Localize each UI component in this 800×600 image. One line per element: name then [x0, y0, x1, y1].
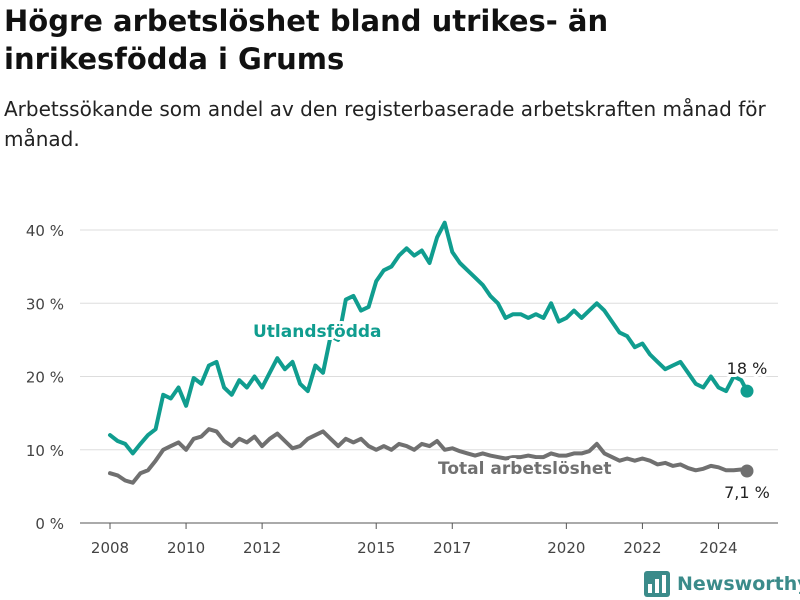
series-label-utlandsfodda-halo: Utlandsfödda [253, 322, 382, 342]
x-tick-label: 2022 [623, 539, 661, 557]
end-label-total-halo: 7,1 % [724, 483, 770, 502]
x-tick-label: 2024 [699, 539, 737, 557]
x-tick-label: 2008 [91, 539, 129, 557]
y-tick-label: 0 % [35, 515, 64, 533]
series-line-total [108, 427, 749, 485]
end-point-total [740, 464, 754, 478]
series-label-total-halo: Total arbetslöshet [438, 459, 612, 479]
series-lines [108, 220, 754, 485]
brand-name: Newsworthy [677, 573, 800, 595]
x-tick-label: 2012 [243, 539, 281, 557]
x-axis: 2008 2010 2012 2015 2017 2020 2022 2024 [80, 522, 778, 557]
x-tick-label: 2010 [167, 539, 205, 557]
series-label-utlandsfodda: Utlandsfödda [253, 322, 382, 342]
y-axis: 0 % 10 % 20 % 30 % 40 % [26, 222, 64, 533]
end-label-utlandsfodda-halo: 18 % [727, 359, 768, 378]
series-label-total: Total arbetslöshet [438, 459, 612, 479]
y-tick-label: 10 % [26, 442, 64, 460]
end-label-utlandsfodda: 18 % [727, 359, 768, 378]
x-tick-label: 2015 [357, 539, 395, 557]
y-tick-label: 40 % [26, 222, 64, 240]
end-label-total: 7,1 % [724, 483, 770, 502]
brand-logo[interactable]: Newsworthy [644, 568, 800, 600]
chart-title: Högre arbetslöshet bland utrikes- än inr… [4, 4, 609, 76]
x-tick-label: 2017 [433, 539, 471, 557]
gridlines [80, 229, 778, 524]
newsworthy-logo-icon [644, 571, 670, 597]
chart-subtitle: Arbetssökande som andel av den registerb… [4, 97, 766, 151]
x-tick-label: 2020 [547, 539, 585, 557]
y-tick-label: 30 % [26, 295, 64, 313]
end-point-utlandsfodda [740, 384, 754, 398]
y-tick-label: 20 % [26, 369, 64, 387]
series-line-utlandsfodda [108, 220, 749, 456]
